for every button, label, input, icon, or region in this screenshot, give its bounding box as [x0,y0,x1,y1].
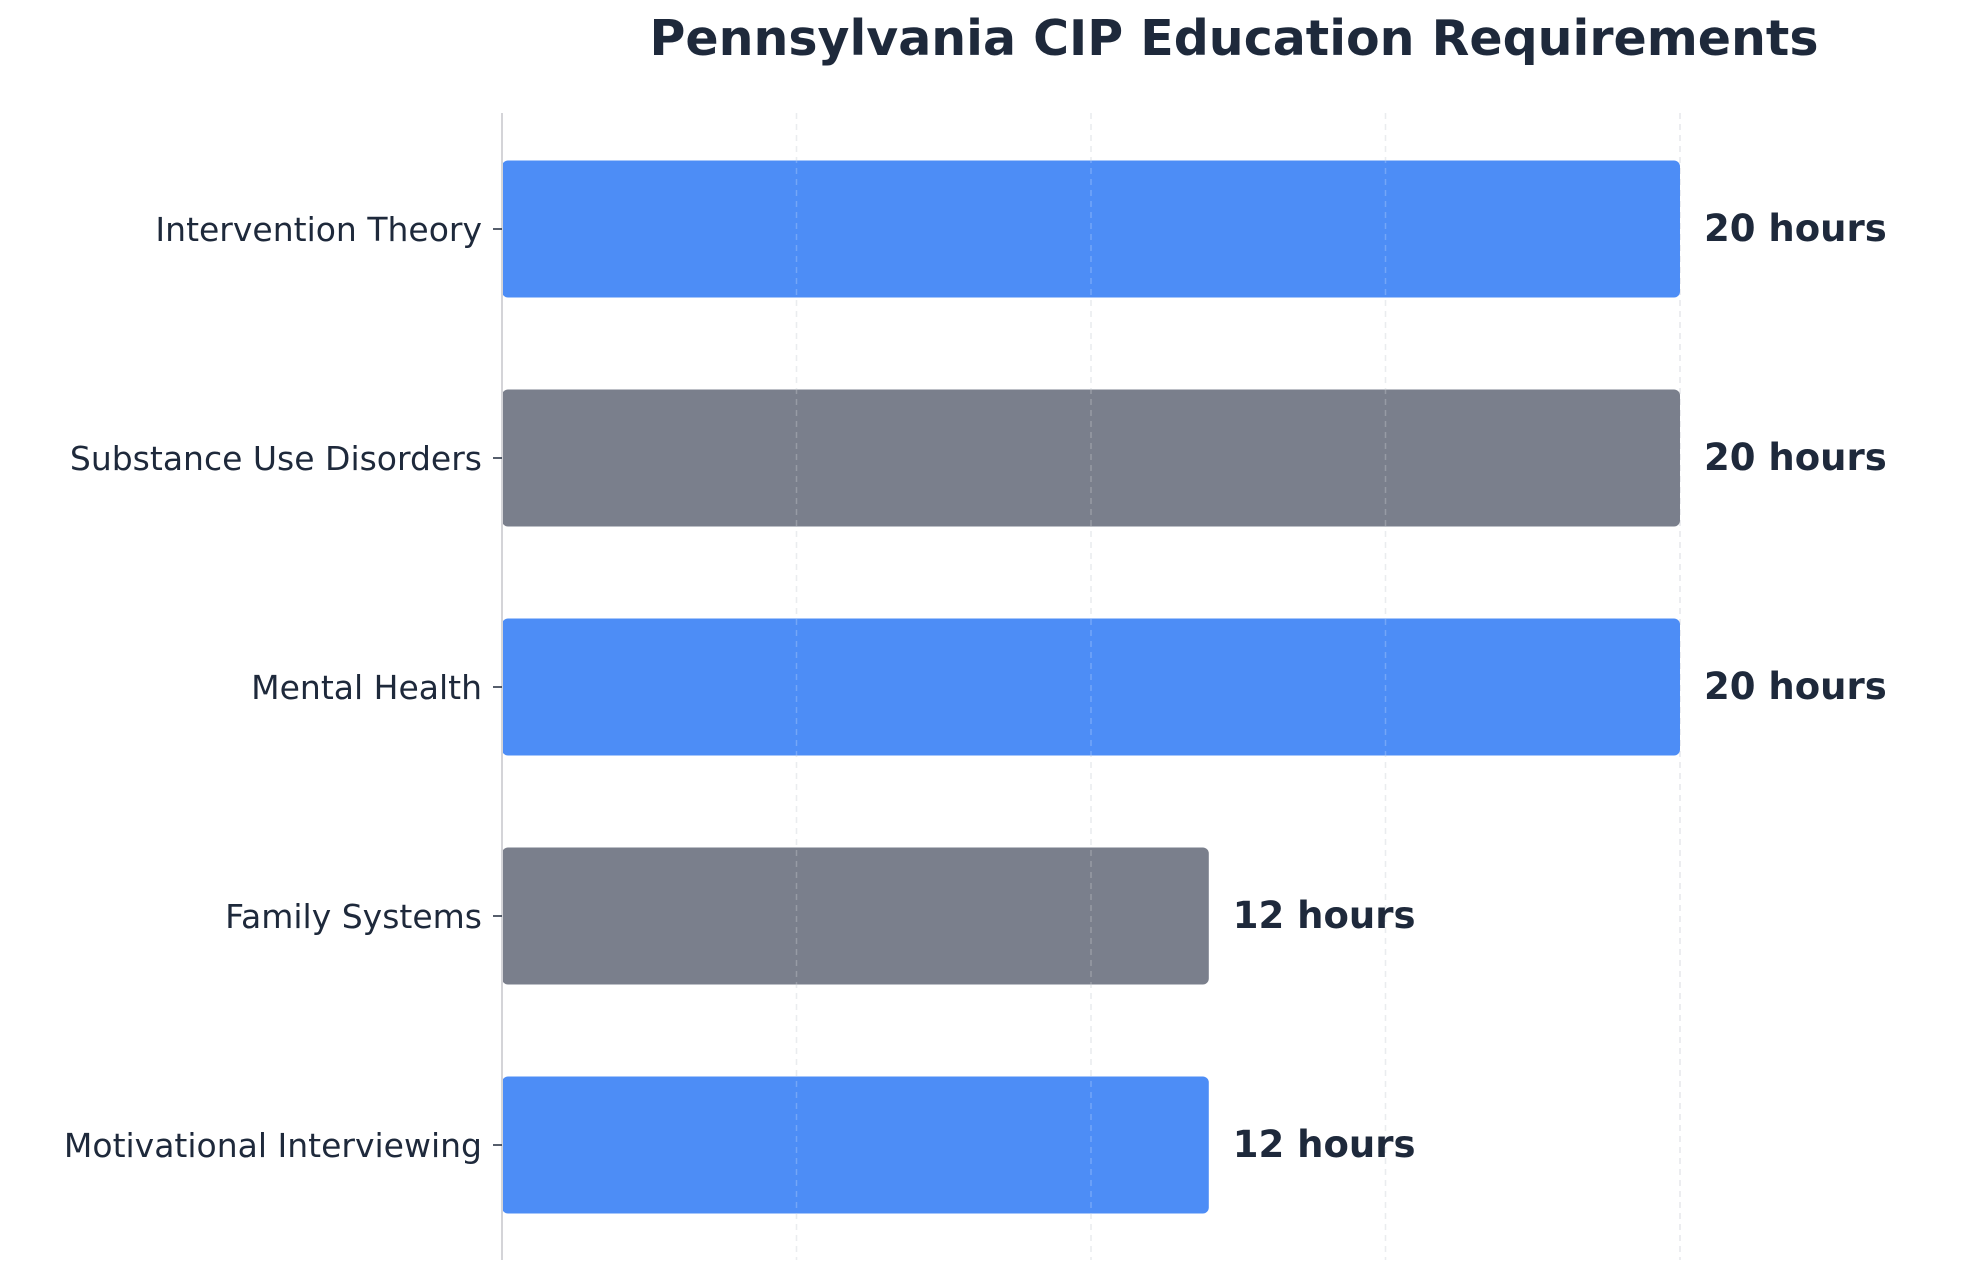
value-label: 20 hours [1704,207,1887,250]
bar [502,1076,1209,1214]
category-label: Mental Health [251,668,482,707]
grid-lines-front [795,113,1387,1260]
bars [502,160,1680,1214]
bar [502,389,1680,527]
category-label: Family Systems [225,897,482,936]
value-label: 20 hours [1704,665,1887,708]
category-label: Substance Use Disorders [70,439,482,478]
bar [502,160,1680,298]
chart-title: Pennsylvania CIP Education Requirements [649,10,1818,67]
bar [502,847,1209,985]
category-label: Intervention Theory [155,210,482,249]
bar [502,618,1680,756]
value-label: 12 hours [1233,1123,1416,1166]
value-label: 12 hours [1233,894,1416,937]
labels: Intervention Theory 20 hours Substance Use… [64,207,1887,1166]
category-label: Motivational Interviewing [64,1126,482,1165]
value-label: 20 hours [1704,436,1887,479]
